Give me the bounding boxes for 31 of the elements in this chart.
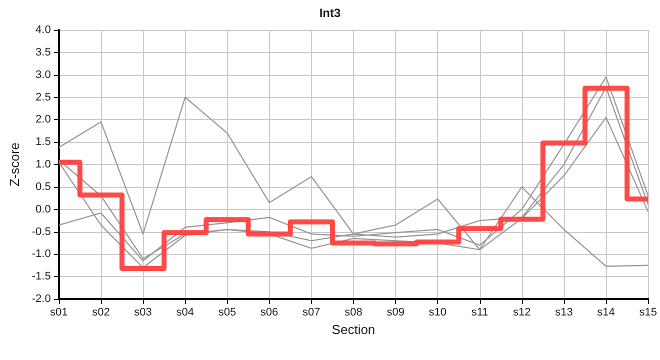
y-tick-label: 3.0 xyxy=(36,68,51,81)
y-tick-label: 0.0 xyxy=(36,203,51,216)
y-tick-label: -2.0 xyxy=(32,293,51,305)
x-tick-label: s06 xyxy=(260,306,278,318)
y-tick-label: -1.0 xyxy=(32,248,51,260)
x-tick-label: s08 xyxy=(344,306,362,318)
y-tick-label: -1.5 xyxy=(32,270,51,283)
y-tick-label: 0.5 xyxy=(36,180,51,193)
x-tick-label: s03 xyxy=(134,306,152,318)
x-tick-label: s15 xyxy=(639,306,658,318)
y-tick-label: 4.0 xyxy=(36,24,51,36)
y-axis-title: Z-score xyxy=(7,142,22,187)
y-tick-label: 2.5 xyxy=(36,91,51,104)
y-tick-label: 1.5 xyxy=(36,136,51,148)
x-tick-label: s01 xyxy=(50,306,68,318)
chart-title: Int3 xyxy=(319,6,341,20)
y-tick-label: 1.0 xyxy=(36,158,51,170)
y-tick-label: 3.5 xyxy=(36,46,51,58)
y-tick-label: -0.5 xyxy=(32,226,51,238)
x-tick-label: s14 xyxy=(597,306,615,318)
x-tick-label: s10 xyxy=(428,306,447,318)
x-tick-label: s13 xyxy=(555,306,573,318)
x-tick-label: s05 xyxy=(218,306,236,318)
x-tick-label: s09 xyxy=(386,306,404,318)
x-tick-label: s04 xyxy=(176,306,194,318)
x-tick-label: s02 xyxy=(92,306,110,318)
x-axis-title: Section xyxy=(332,322,376,337)
x-tick-label: s12 xyxy=(512,306,531,318)
x-tick-label: s07 xyxy=(302,306,320,318)
y-tick-label: 2.0 xyxy=(36,114,51,126)
x-tick-label: s11 xyxy=(471,306,488,318)
